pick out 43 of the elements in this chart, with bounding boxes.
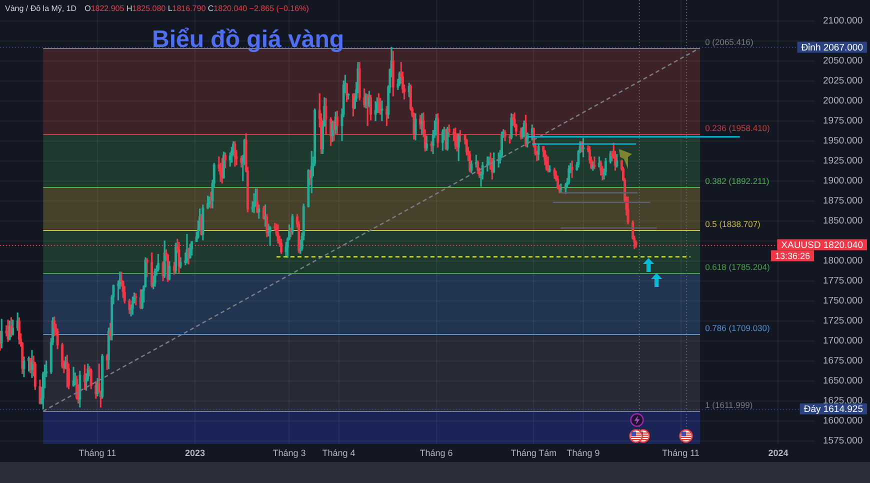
y-tick-label: 1625.000	[823, 395, 863, 406]
ref-line-label: 0.382 (1892.211)	[705, 176, 770, 186]
text: Vàng / Đô la Mỹ, 1D	[5, 4, 77, 13]
ref-line-label: XAUUSD 1820.040	[781, 240, 863, 251]
y-tick-label: 1600.000	[823, 415, 863, 426]
y-tick-label: 2100.000	[823, 15, 863, 26]
x-tick-label: Tháng 11	[662, 448, 700, 458]
y-tick-label: 1675.000	[823, 355, 863, 366]
ref-line-label: 0.236 (1958.410)	[705, 122, 770, 133]
ref-line-label: 0 (2065.416)	[705, 36, 754, 47]
y-tick-label: 1850.000	[823, 215, 863, 226]
y-tick-label: 1975.000	[823, 115, 863, 126]
y-tick-label: 1900.000	[823, 175, 863, 186]
x-tick-label: Tháng 3	[272, 448, 306, 458]
x-tick-label: Tháng 9	[566, 448, 600, 458]
y-tick-label: 1800.000	[823, 255, 863, 266]
annotation: 13:36:26	[774, 250, 810, 261]
y-tick-label: 2025.000	[823, 75, 863, 86]
y-tick-label: 1575.000	[823, 435, 863, 446]
y-tick-label: 1925.000	[823, 155, 863, 166]
ref-line-label: Đỉnh 2067.000	[801, 42, 863, 54]
x-tick-label: 2023	[184, 448, 205, 458]
ref-line-label: 0.786 (1709.030)	[705, 322, 770, 333]
ref-line-label: Đáy 1614.925	[804, 404, 863, 415]
x-tick-label: Tháng Tám	[510, 448, 557, 458]
y-tick-label: 1725.000	[823, 315, 863, 326]
ref-line-label: 1 (1611.999)	[705, 400, 753, 410]
x-tick-label: Tháng 4	[322, 448, 356, 458]
ref-line-label: 0.5 (1838.707)	[705, 218, 761, 229]
y-tick-label: 1700.000	[823, 335, 863, 346]
ref-line-label: 0.618 (1785.204)	[705, 262, 770, 272]
y-tick-label: 2050.000	[823, 55, 863, 66]
x-tick-label: 2024	[768, 448, 788, 458]
y-tick-label: 1775.000	[823, 275, 863, 286]
x-tick-label: Tháng 6	[420, 448, 453, 458]
y-tick-label: 1750.000	[823, 295, 863, 306]
text: O1822.905 H1825.080 L1816.790 C1820.040 −2.865 (−0.16%)	[84, 4, 309, 13]
y-tick-label: 1950.000	[823, 135, 863, 146]
x-tick-label: Tháng 11	[78, 448, 116, 458]
y-tick-label: 2000.000	[823, 95, 863, 106]
text: Biểu đồ giá vàng	[152, 26, 344, 53]
y-tick-label: 1875.000	[823, 195, 863, 206]
y-tick-label: 1650.000	[823, 375, 863, 386]
